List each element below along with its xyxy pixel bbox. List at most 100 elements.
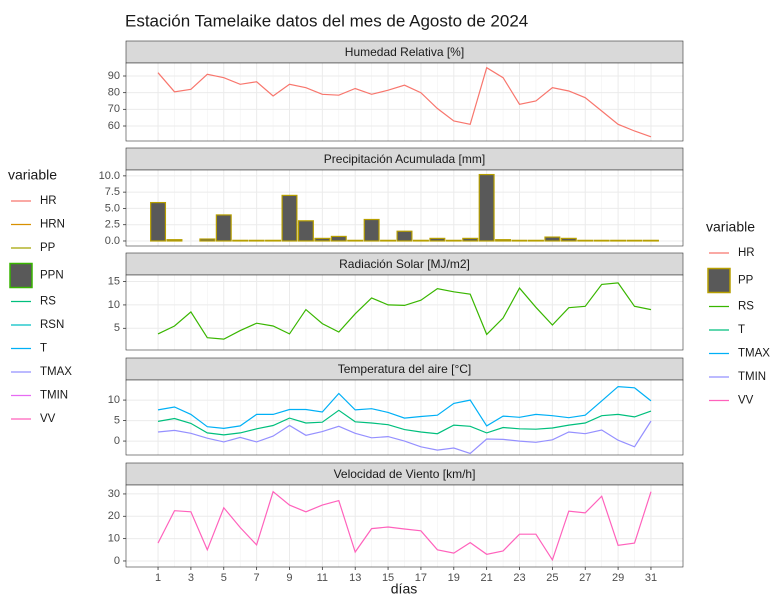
x-axis-label: días (391, 581, 417, 597)
y-tick-label: 70 (108, 103, 120, 115)
legend-label: PP (40, 242, 56, 254)
legend-key (707, 267, 731, 294)
legend-label: TMIN (738, 371, 766, 383)
x-tick-label: 3 (188, 572, 194, 584)
legend-label: TMAX (40, 366, 72, 378)
bar (412, 239, 429, 242)
bar (544, 236, 561, 242)
y-tick-label: 80 (108, 87, 120, 99)
bar (380, 239, 397, 242)
x-tick-label: 23 (513, 572, 525, 584)
bar (577, 239, 594, 242)
bar (150, 201, 167, 242)
bar (281, 194, 298, 242)
legend-label: TMAX (738, 348, 770, 360)
legend-title: variable (8, 167, 57, 183)
panel-border (125, 169, 684, 247)
panel-border (125, 379, 684, 456)
legend-label: RS (738, 301, 754, 313)
chart-title: Estación Tamelaike datos del mes de Agos… (125, 11, 528, 30)
panel-title: Temperatura del aire [°C] (338, 362, 472, 376)
panel-border (125, 484, 684, 568)
bar (462, 237, 479, 242)
legend-label: PP (738, 275, 754, 287)
x-tick-label: 27 (579, 572, 591, 584)
bar (265, 239, 282, 242)
bar (347, 239, 364, 242)
bar (248, 239, 265, 242)
y-tick-label: 90 (108, 70, 120, 82)
legend-label: PPN (40, 270, 64, 282)
bar (642, 239, 659, 242)
bar (495, 239, 512, 242)
legend-label: T (40, 343, 47, 355)
panel-title: Humedad Relativa [%] (345, 45, 464, 59)
line-series (157, 409, 652, 436)
bar (626, 239, 643, 242)
legend-label: VV (40, 413, 56, 425)
y-tick-label: 10 (108, 299, 120, 311)
y-tick-label: 2.5 (105, 219, 120, 231)
x-tick-label: 11 (317, 572, 328, 584)
y-tick-label: 10 (108, 394, 120, 406)
x-tick-label: 5 (221, 572, 227, 584)
bar (527, 239, 544, 242)
x-tick-label: 29 (612, 572, 624, 584)
x-tick-label: 13 (349, 572, 361, 584)
line-series (157, 385, 652, 430)
bar (511, 239, 528, 242)
bar (610, 239, 627, 242)
legend-label: TMIN (40, 390, 68, 402)
bar (429, 237, 446, 242)
line-series (157, 66, 652, 138)
line-series (157, 420, 652, 455)
bar (166, 239, 183, 242)
y-tick-label: 0.0 (105, 235, 120, 247)
y-tick-label: 0 (114, 555, 120, 567)
legend-key (9, 262, 33, 289)
panel-title: Radiación Solar [MJ/m2] (339, 257, 470, 271)
bar (199, 238, 216, 242)
y-tick-label: 5 (114, 414, 120, 426)
line-series (157, 490, 652, 562)
bar (560, 237, 577, 242)
legend-label: HR (40, 195, 57, 207)
y-tick-label: 15 (108, 275, 120, 287)
legend-label: VV (738, 395, 754, 407)
y-tick-label: 20 (108, 510, 120, 522)
bar (363, 218, 380, 242)
bar (445, 239, 462, 242)
bar (297, 220, 314, 242)
x-tick-label: 21 (481, 572, 493, 584)
panel-border (125, 62, 684, 142)
x-tick-label: 9 (286, 572, 292, 584)
bar (330, 235, 347, 242)
x-tick-label: 19 (448, 572, 460, 584)
panel-title: Velocidad de Viento [km/h] (334, 467, 476, 481)
y-tick-label: 60 (108, 120, 120, 132)
y-tick-label: 5 (114, 322, 120, 334)
bar (478, 173, 495, 242)
x-tick-label: 15 (382, 572, 394, 584)
bar (314, 237, 331, 242)
panel-title: Precipitación Acumulada [mm] (324, 152, 485, 166)
bar (396, 230, 413, 242)
legend-label: RSN (40, 319, 64, 331)
y-tick-label: 10 (108, 533, 120, 545)
x-tick-label: 17 (415, 572, 427, 584)
x-tick-label: 7 (254, 572, 260, 584)
y-tick-label: 0 (114, 435, 120, 447)
legend-label: HR (738, 247, 755, 259)
y-tick-label: 30 (108, 488, 120, 500)
legend-label: T (738, 324, 745, 336)
y-tick-label: 5.0 (105, 202, 120, 214)
bar (232, 239, 249, 242)
legend-label: RS (40, 296, 56, 308)
x-tick-label: 31 (645, 572, 657, 584)
bar (593, 239, 610, 242)
y-tick-label: 7.5 (105, 186, 120, 198)
y-tick-label: 10.0 (99, 170, 120, 182)
panel-border (125, 274, 684, 351)
x-tick-label: 25 (546, 572, 558, 584)
